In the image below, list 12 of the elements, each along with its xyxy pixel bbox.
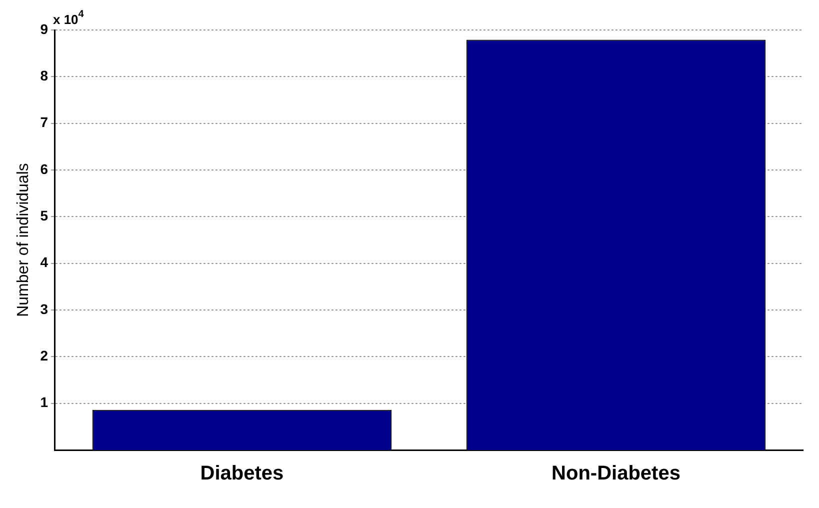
y-axis-title: Number of individuals (15, 163, 32, 317)
y-tick-label: 8 (40, 68, 48, 84)
y-tick-label: 6 (40, 160, 48, 177)
y-tick-label: 3 (40, 300, 48, 317)
y-tick-label: 7 (40, 114, 48, 130)
x-tick-label: Non-Diabetes (552, 462, 680, 485)
y-tick-label: 4 (40, 254, 48, 270)
x-tick-label: Diabetes (200, 462, 284, 485)
y-tick-label: 1 (40, 394, 48, 410)
y-tick-label: 5 (40, 208, 48, 224)
y-tick-label: 9 (40, 20, 48, 37)
y-tick-label: 2 (40, 348, 48, 364)
